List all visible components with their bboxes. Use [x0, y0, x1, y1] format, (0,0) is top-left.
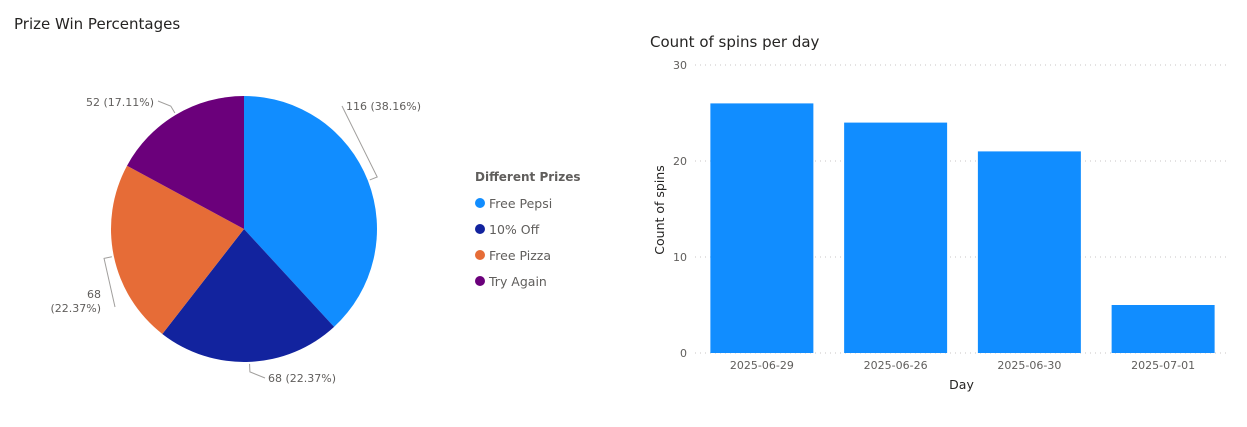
- leader-line: [157, 100, 176, 114]
- slice-data-label: 68 (22.37%): [268, 372, 336, 385]
- legend-label: Free Pepsi: [489, 195, 553, 211]
- slice-data-label: 68: [87, 288, 101, 301]
- y-tick-label: 0: [680, 347, 687, 360]
- pie-legend: Different Prizes Free Pepsi 10% Off Free…: [475, 170, 581, 294]
- legend-item-free-pizza[interactable]: Free Pizza: [475, 242, 581, 268]
- x-tick-label: 2025-07-01: [1131, 359, 1195, 372]
- bar-2025-06-30[interactable]: [977, 151, 1081, 353]
- slice-data-label: 52 (17.11%): [86, 96, 154, 109]
- leader-line: [249, 363, 266, 379]
- legend-label: Try Again: [489, 273, 547, 289]
- slice-data-label: 116 (38.16%): [346, 100, 421, 113]
- leader-line: [341, 105, 378, 181]
- legend-label: 10% Off: [489, 221, 540, 237]
- legend-item-10-off[interactable]: 10% Off: [475, 216, 581, 242]
- pie-slice-2[interactable]: [111, 165, 245, 334]
- legend-marker: [475, 224, 485, 234]
- pie-chart-visual: Prize Win Percentages 116 (38.16%) 68 (22…: [0, 0, 620, 427]
- pie-chart-title: Prize Win Percentages: [14, 15, 181, 33]
- y-tick-label: 30: [673, 59, 687, 72]
- bar-2025-07-01[interactable]: [1111, 305, 1215, 353]
- legend-marker: [475, 250, 485, 260]
- leader-line: [103, 256, 116, 308]
- bar-chart-visual: Count of spins per day 0 10 20 30 2025-06-29…: [630, 0, 1247, 427]
- legend-label: Free Pizza: [489, 247, 552, 263]
- x-tick-label: 2025-06-29: [730, 359, 794, 372]
- x-axis-title: Day: [949, 377, 974, 392]
- pie-slice-0[interactable]: [244, 96, 378, 327]
- legend-item-free-pepsi[interactable]: Free Pepsi: [475, 190, 581, 216]
- legend-marker: [475, 276, 485, 286]
- legend-title: Different Prizes: [475, 170, 581, 184]
- pie-chart-svg: 116 (38.16%) 68 (22.37%) 68(22.37%) 52 (17.…: [50, 96, 421, 385]
- slice-data-label: (22.37%): [50, 302, 101, 315]
- x-tick-label: 2025-06-26: [864, 359, 928, 372]
- legend-item-try-again[interactable]: Try Again: [475, 268, 581, 294]
- bar-chart-svg: 0 10 20 30 2025-06-29 2025-06-26 2025-06-30 202…: [652, 59, 1230, 392]
- bar-chart-title: Count of spins per day: [650, 33, 820, 51]
- y-axis-title: Count of spins: [652, 165, 667, 254]
- y-tick-label: 20: [673, 155, 687, 168]
- y-tick-label: 10: [673, 251, 687, 264]
- legend-marker: [475, 198, 485, 208]
- bar-2025-06-29[interactable]: [710, 103, 814, 354]
- x-tick-label: 2025-06-30: [997, 359, 1061, 372]
- bar-2025-06-26[interactable]: [844, 122, 948, 353]
- pie-slice-1[interactable]: [162, 229, 335, 362]
- pie-slice-3[interactable]: [127, 96, 244, 229]
